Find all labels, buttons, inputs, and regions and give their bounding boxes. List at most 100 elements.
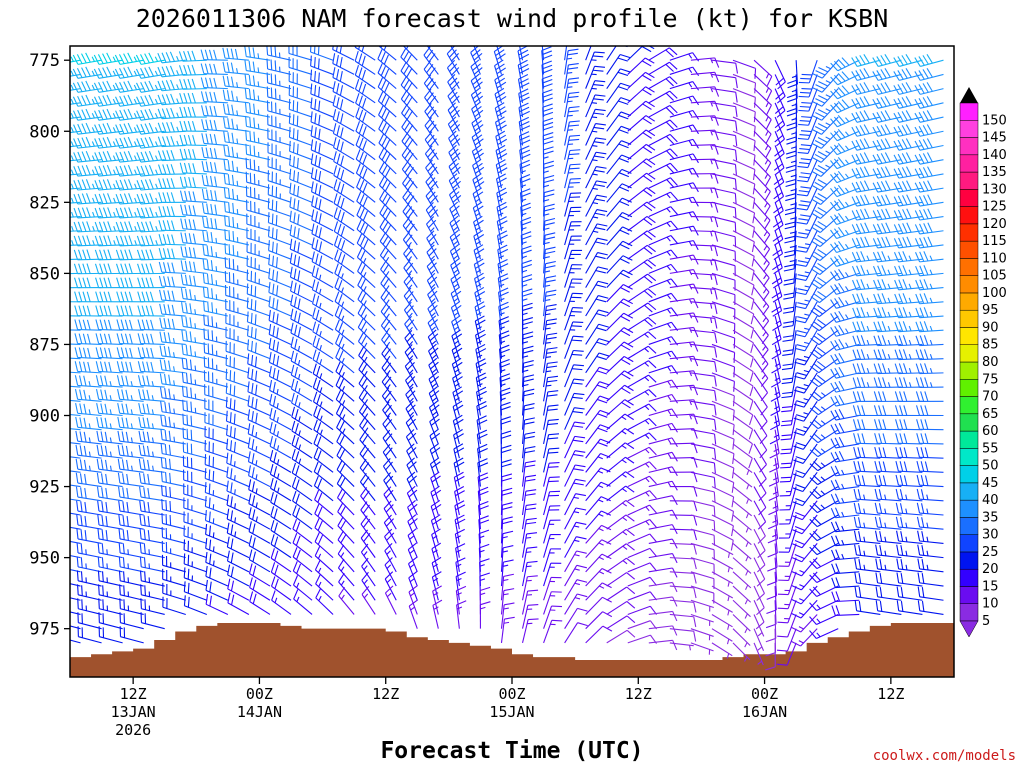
wind-barb — [246, 199, 271, 218]
wind-barb — [914, 194, 944, 207]
wind-barb — [830, 380, 860, 393]
x-tick-label: 16JAN — [742, 703, 787, 721]
wind-barb — [406, 471, 418, 502]
wind-barb — [521, 546, 538, 572]
wind-barb — [830, 85, 860, 100]
wind-barb — [669, 81, 700, 91]
wind-barb — [690, 514, 716, 532]
wind-barb — [136, 165, 165, 177]
wind-barb — [139, 570, 165, 587]
colorbar-tick-label: 25 — [982, 545, 999, 560]
wind-barb — [180, 204, 207, 218]
wind-barb — [356, 219, 376, 246]
wind-barb — [452, 414, 464, 445]
wind-barb — [247, 437, 271, 459]
wind-barb — [333, 179, 355, 203]
colorbar-swatch — [959, 499, 979, 518]
wind-barb — [627, 244, 656, 260]
wind-barb — [564, 120, 580, 146]
colorbar-extend-min — [959, 620, 979, 638]
wind-barb — [76, 556, 102, 573]
wind-barb — [248, 563, 271, 587]
wind-barb — [96, 486, 123, 502]
source-credit[interactable]: coolwx.com/models — [873, 748, 1016, 764]
wind-barb — [70, 315, 81, 317]
wind-barb — [585, 467, 611, 487]
wind-barb — [521, 446, 536, 473]
wind-barb — [334, 291, 355, 317]
wind-barb — [268, 268, 292, 289]
wind-barb — [732, 315, 755, 339]
wind-barb — [358, 360, 376, 388]
wind-barb — [332, 46, 355, 61]
wind-barb — [75, 486, 102, 502]
wind-barb — [182, 441, 207, 459]
wind-barb — [334, 249, 355, 274]
wind-barb — [75, 402, 102, 417]
wind-barb — [424, 117, 439, 146]
wind-barb — [119, 584, 144, 601]
wind-barb — [543, 260, 556, 288]
wind-barb — [246, 269, 271, 289]
colorbar-tick-label: 80 — [982, 355, 999, 370]
wind-barb — [427, 286, 439, 317]
wind-barb — [564, 177, 581, 203]
wind-barb — [585, 481, 611, 502]
wind-barb — [830, 366, 860, 379]
wind-barb — [648, 148, 678, 161]
wind-barb — [753, 130, 772, 158]
wind-barb — [518, 116, 531, 146]
wind-barb — [360, 501, 376, 530]
wind-barb — [627, 562, 657, 573]
wind-barb — [200, 91, 228, 104]
wind-barb — [542, 146, 554, 174]
wind-barb — [378, 133, 397, 161]
wind-barb — [585, 496, 611, 516]
wind-barb — [809, 613, 839, 625]
wind-barb — [70, 470, 81, 473]
wind-barb — [117, 444, 144, 459]
wind-barb — [451, 343, 463, 374]
wind-barb — [518, 131, 531, 160]
wind-barb — [161, 485, 186, 502]
wind-barb — [70, 357, 81, 360]
wind-barb — [72, 66, 102, 79]
wind-barb — [771, 287, 783, 317]
wind-barb — [290, 378, 313, 402]
wind-barb — [753, 585, 765, 616]
wind-barb — [500, 573, 514, 601]
wind-barb — [585, 94, 606, 118]
wind-barb — [830, 507, 860, 519]
wind-barb — [854, 558, 881, 573]
wind-barb — [475, 372, 487, 402]
wind-barb — [830, 521, 860, 533]
wind-barb — [753, 486, 767, 516]
wind-barb — [266, 100, 292, 118]
wind-barb — [380, 302, 397, 331]
wind-barb — [810, 258, 839, 276]
wind-barb — [872, 68, 902, 81]
wind-barb — [500, 616, 515, 643]
wind-barb — [765, 614, 777, 643]
wind-barb — [98, 598, 123, 616]
colorbar-swatch — [959, 223, 979, 242]
wind-barb — [777, 585, 797, 610]
wind-barb — [181, 343, 207, 360]
wind-barb — [780, 401, 797, 427]
wind-barb — [606, 399, 634, 416]
wind-barb — [711, 73, 738, 89]
wind-barb — [606, 471, 635, 487]
wind-barb — [248, 535, 271, 559]
wind-barb — [711, 102, 738, 118]
wind-barb — [267, 128, 292, 147]
wind-barb — [585, 568, 612, 587]
wind-barb — [223, 131, 249, 147]
wind-barb — [136, 249, 165, 261]
wind-barb — [774, 59, 786, 90]
wind-barb — [517, 46, 530, 75]
wind-barb — [138, 389, 165, 402]
wind-barb — [771, 273, 783, 303]
wind-barb — [872, 96, 902, 109]
wind-barb — [648, 105, 678, 118]
wind-barb — [854, 600, 881, 616]
